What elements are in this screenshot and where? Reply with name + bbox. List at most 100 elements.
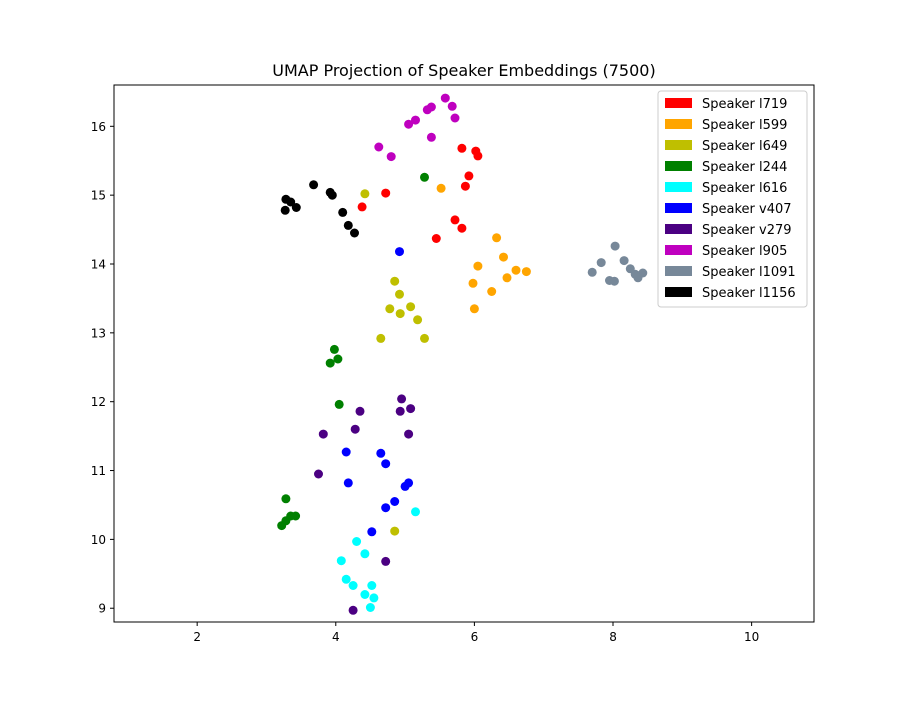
legend-label-5: Speaker v407 bbox=[702, 202, 792, 217]
data-point-series-7-5 bbox=[411, 115, 420, 125]
data-point-series-4-3 bbox=[336, 556, 346, 566]
y-tick-label-6: 15 bbox=[91, 189, 106, 203]
data-point-series-6-0 bbox=[397, 394, 407, 404]
legend-label-6: Speaker v279 bbox=[702, 223, 792, 238]
y-tick-label-4: 13 bbox=[91, 326, 106, 340]
legend-swatch-6 bbox=[665, 224, 692, 234]
x-tick-label-1: 4 bbox=[332, 630, 340, 644]
data-point-series-8-1 bbox=[619, 256, 629, 266]
data-point-series-5-9 bbox=[367, 527, 377, 537]
data-point-series-4-9 bbox=[365, 603, 375, 612]
data-point-series-2-2 bbox=[395, 289, 404, 299]
data-point-series-1-5 bbox=[521, 267, 531, 277]
data-point-series-2-9 bbox=[390, 526, 400, 536]
data-point-series-3-7 bbox=[291, 511, 301, 521]
data-point-series-1-2 bbox=[499, 252, 508, 262]
data-point-series-6-1 bbox=[355, 406, 365, 416]
points-layer bbox=[277, 93, 648, 615]
data-point-series-5-2 bbox=[376, 448, 386, 458]
legend-swatch-8 bbox=[665, 266, 692, 276]
data-point-series-3-0 bbox=[420, 172, 429, 182]
data-point-series-0-2 bbox=[457, 143, 467, 153]
data-point-series-8-0 bbox=[610, 241, 620, 251]
data-point-series-4-5 bbox=[348, 581, 358, 590]
data-point-series-9-2 bbox=[327, 190, 337, 200]
data-point-series-2-8 bbox=[420, 333, 429, 343]
data-point-series-6-4 bbox=[350, 424, 360, 434]
y-tick-label-3: 12 bbox=[91, 395, 106, 409]
data-point-series-2-3 bbox=[385, 304, 395, 314]
data-point-series-7-9 bbox=[386, 152, 396, 162]
data-point-series-1-0 bbox=[436, 183, 446, 193]
data-point-series-0-6 bbox=[460, 181, 470, 191]
legend-label-0: Speaker l719 bbox=[702, 97, 787, 112]
legend-swatch-4 bbox=[665, 182, 692, 192]
data-point-series-3-9 bbox=[277, 521, 287, 531]
data-point-series-9-6 bbox=[280, 205, 290, 215]
data-point-series-3-5 bbox=[281, 494, 291, 504]
data-point-series-9-8 bbox=[343, 220, 353, 230]
data-point-series-8-7 bbox=[633, 273, 643, 283]
legend-label-8: Speaker l1091 bbox=[702, 265, 796, 280]
legend-label-9: Speaker l1156 bbox=[702, 286, 796, 301]
legend-label-1: Speaker l599 bbox=[702, 118, 787, 133]
data-point-series-6-5 bbox=[318, 429, 328, 439]
data-point-series-6-9 bbox=[348, 605, 358, 615]
data-point-series-6-3 bbox=[395, 406, 405, 416]
data-point-series-5-0 bbox=[395, 247, 404, 257]
data-point-series-0-8 bbox=[457, 223, 467, 233]
data-point-series-7-4 bbox=[450, 113, 460, 123]
data-point-series-0-1 bbox=[357, 202, 367, 212]
legend: Speaker l719 Speaker l599 Speaker l649 Spea… bbox=[657, 90, 808, 308]
data-point-series-0-4 bbox=[473, 151, 483, 161]
data-point-series-1-8 bbox=[487, 287, 497, 296]
data-point-series-4-2 bbox=[360, 549, 370, 559]
data-point-series-2-5 bbox=[395, 309, 405, 319]
data-point-series-3-3 bbox=[325, 358, 335, 368]
data-point-series-9-9 bbox=[350, 228, 359, 238]
data-point-series-0-0 bbox=[381, 188, 391, 198]
legend-label-3: Speaker l244 bbox=[702, 160, 787, 175]
data-point-series-3-4 bbox=[334, 399, 344, 409]
data-point-series-4-1 bbox=[352, 537, 362, 546]
data-point-series-7-0 bbox=[440, 93, 450, 103]
data-point-series-7-7 bbox=[426, 132, 436, 142]
legend-box bbox=[657, 90, 808, 308]
data-point-series-1-9 bbox=[469, 304, 479, 314]
data-point-series-1-6 bbox=[502, 273, 512, 283]
y-tick-label-1: 10 bbox=[91, 533, 106, 547]
legend-swatch-5 bbox=[665, 203, 692, 213]
data-point-series-4-0 bbox=[411, 507, 420, 517]
x-tick-label-0: 2 bbox=[193, 630, 201, 644]
x-axis: 2 4 6 8 10 bbox=[193, 622, 759, 644]
data-point-series-3-2 bbox=[333, 354, 343, 364]
legend-label-2: Speaker l649 bbox=[702, 139, 787, 154]
data-point-series-5-8 bbox=[381, 503, 391, 513]
data-point-series-4-7 bbox=[360, 590, 370, 599]
data-point-series-6-7 bbox=[314, 469, 323, 479]
chart-title: UMAP Projection of Speaker Embeddings (7… bbox=[272, 61, 655, 80]
y-axis: 9 10 11 12 13 14 15 16 bbox=[91, 120, 114, 616]
x-tick-label-2: 6 bbox=[471, 630, 479, 644]
data-point-series-1-1 bbox=[492, 233, 502, 243]
data-point-series-6-6 bbox=[404, 429, 414, 439]
data-point-series-0-7 bbox=[450, 215, 460, 225]
legend-swatch-3 bbox=[665, 161, 692, 171]
data-point-series-2-7 bbox=[376, 333, 386, 343]
data-point-series-7-2 bbox=[447, 101, 457, 111]
legend-label-4: Speaker l616 bbox=[702, 181, 787, 196]
data-point-series-6-2 bbox=[406, 404, 416, 414]
data-point-series-5-1 bbox=[341, 447, 351, 457]
legend-swatch-0 bbox=[665, 98, 692, 108]
y-tick-label-2: 11 bbox=[91, 464, 106, 478]
data-point-series-2-6 bbox=[413, 315, 423, 325]
data-point-series-8-9 bbox=[609, 276, 619, 286]
data-point-series-4-6 bbox=[367, 581, 377, 590]
data-point-series-5-4 bbox=[343, 478, 353, 488]
data-point-series-0-5 bbox=[464, 171, 474, 181]
plot-frame bbox=[113, 84, 815, 623]
data-point-series-1-4 bbox=[511, 265, 521, 275]
legend-swatch-1 bbox=[665, 119, 692, 129]
data-point-series-9-0 bbox=[309, 180, 319, 190]
